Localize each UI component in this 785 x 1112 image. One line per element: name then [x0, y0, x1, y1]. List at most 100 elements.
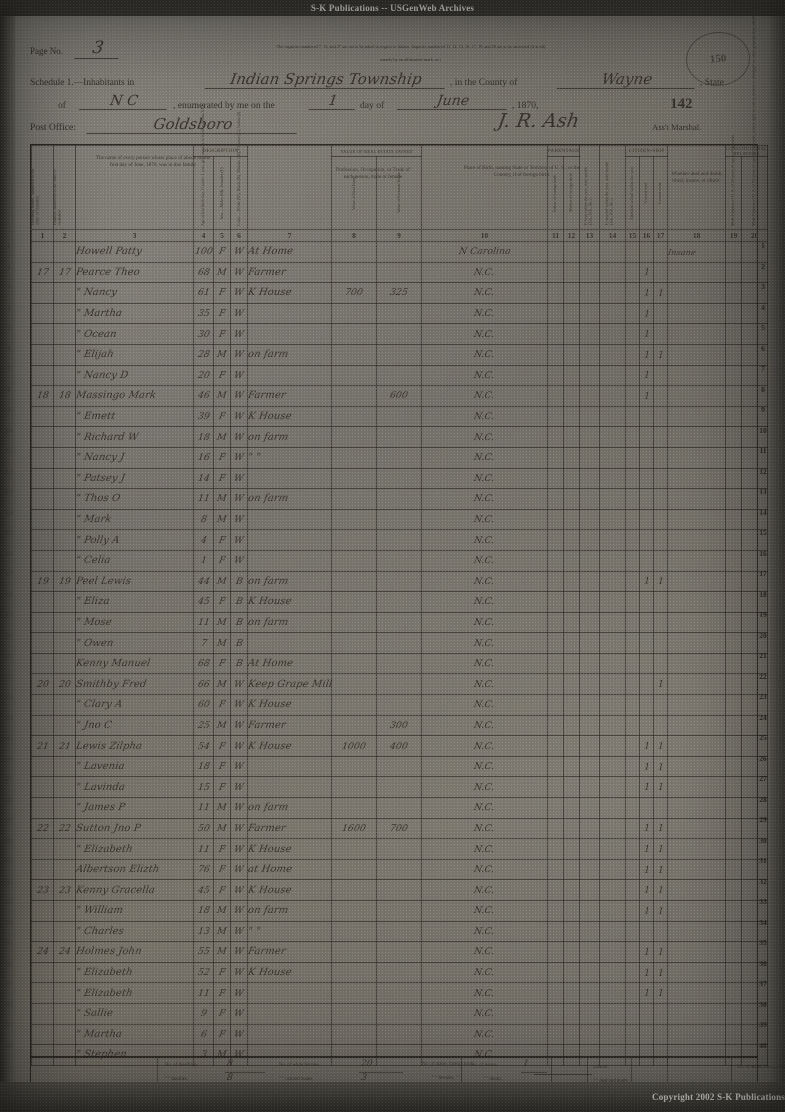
cell-color: B [229, 652, 249, 675]
marshal-label: Ass't Marshal. [652, 122, 702, 132]
cell-married-within-year [599, 282, 627, 304]
cell-father-foreign [547, 961, 565, 984]
cell-family-number [53, 549, 76, 572]
cell-attended-school [625, 1023, 641, 1046]
cell-attended-school [625, 714, 641, 737]
cell-male-citizen [725, 467, 743, 490]
cell-mother-foreign [563, 508, 581, 531]
col-head-2: Families numbered in the order of visita… [52, 169, 62, 225]
cell-deaf-blind-insane [667, 797, 727, 819]
cell-person-name: " Martha [75, 1023, 194, 1046]
sheet-number: 142 [670, 96, 693, 112]
cell-personal-estate-value [376, 591, 423, 613]
cell-family-number: 18 [53, 385, 76, 407]
cell-deaf-blind-insane [667, 879, 727, 901]
cell-deaf-blind-insane [667, 900, 727, 922]
cell-cannot-read [639, 652, 655, 675]
cell-dwelling-number: 22 [31, 817, 54, 840]
cell-occupation: Farmer [247, 261, 333, 284]
cell-real-estate-value [331, 488, 378, 510]
cell-dwelling-number [31, 755, 54, 778]
cell-personal-estate-value [376, 488, 423, 510]
cell-married-within-year [599, 591, 627, 613]
cell-mother-foreign [563, 611, 581, 634]
cell-personal-estate-value: 700 [376, 817, 423, 840]
cell-deaf-blind-insane [667, 323, 727, 345]
cell-color: W [229, 1002, 249, 1025]
cell-age: 35 [193, 302, 214, 325]
cell-real-estate-value [331, 797, 378, 819]
cell-personal-estate-value [376, 900, 423, 922]
table-row: " Sallie 9 F W N.C. [31, 1002, 769, 1025]
cell-born-within-year [579, 261, 601, 284]
cell-sex: M [213, 426, 231, 448]
cell-cannot-read [639, 488, 655, 510]
cell-real-estate-value [331, 1002, 378, 1025]
cell-person-name: " Mark [75, 508, 194, 531]
cell-vote-denied [741, 652, 769, 675]
cell-real-estate-value [331, 920, 378, 943]
cell-cannot-write [653, 797, 669, 819]
cell-attended-school [625, 323, 641, 345]
cell-birthplace: N.C. [421, 467, 549, 490]
cell-born-within-year [579, 1002, 601, 1025]
cell-father-foreign [547, 488, 565, 510]
cell-real-estate-value [331, 714, 378, 737]
cell-married-within-year [599, 961, 627, 984]
cell-attended-school [625, 529, 641, 551]
cell-person-name: Kenny Manuel [75, 652, 194, 675]
cell-attended-school [625, 549, 641, 572]
cell-married-within-year [599, 405, 627, 428]
census-table-container: Description Value of Real Estate Owned P… [30, 0, 769, 1066]
cell-married-within-year [599, 488, 627, 510]
cell-vote-denied [741, 900, 769, 922]
cell-occupation [247, 467, 333, 490]
cell-dwelling-number [31, 920, 54, 943]
marshal-signature: J. R. Ash [496, 110, 581, 132]
cell-personal-estate-value: 325 [376, 282, 423, 304]
cell-dwelling-number: 24 [31, 941, 54, 963]
cell-occupation [247, 632, 333, 654]
cell-family-number [53, 343, 76, 366]
cell-person-name: " Eliza [75, 591, 194, 613]
cell-cannot-write [653, 405, 669, 428]
cell-vote-denied [741, 591, 769, 613]
column-number-row: 1 2 3 4 5 6 7 8 9 10 11 12 13 14 [31, 229, 769, 242]
cell-color: W [229, 343, 249, 366]
col-head-15: Attended school within the year [629, 166, 635, 220]
cell-cannot-write [653, 467, 669, 490]
cell-vote-denied [741, 343, 769, 366]
cell-born-within-year [579, 591, 601, 613]
cell-sex: F [213, 735, 231, 757]
cell-family-number [53, 694, 76, 716]
footer-colored-males-label: " " colored males, [279, 1077, 314, 1082]
cell-age: 16 [193, 446, 214, 469]
cell-occupation [247, 529, 333, 551]
table-row: 23 23 Kenny Gracella 45 F W K House N.C. 1 1 [31, 879, 769, 901]
cell-cannot-write [653, 488, 669, 510]
cell-sex: M [213, 714, 231, 737]
cell-person-name: " Polly A [75, 529, 194, 551]
table-row: " Ocean 30 F W N.C. 1 [31, 323, 769, 345]
cell-cannot-read: 1 [639, 900, 655, 922]
cell-color: W [229, 529, 249, 551]
colnum-5: 5 [213, 229, 231, 242]
cell-real-estate-value [331, 385, 378, 407]
cell-personal-estate-value [376, 529, 423, 551]
cell-dwelling-number [31, 508, 54, 531]
cell-cannot-write: 1 [653, 982, 669, 1004]
cell-married-within-year [599, 302, 627, 325]
cell-dwelling-number: 19 [31, 570, 54, 593]
cell-deaf-blind-insane [667, 591, 727, 613]
cell-person-name: " Clary A [75, 694, 194, 716]
cell-sex: M [213, 797, 231, 819]
cell-age: 68 [193, 261, 214, 284]
cell-real-estate-value [331, 261, 378, 284]
cell-vote-denied [741, 323, 769, 345]
cell-dwelling-number [31, 529, 54, 551]
cell-male-citizen [725, 282, 743, 304]
cell-sex: M [213, 817, 231, 840]
